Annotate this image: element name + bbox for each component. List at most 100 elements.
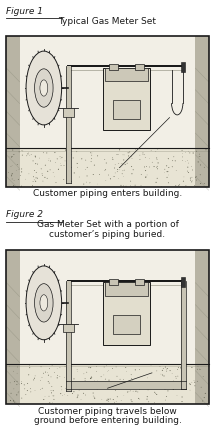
Bar: [181, 281, 186, 389]
Point: [92, 393, 96, 401]
Point: [64, 385, 68, 392]
Point: [106, 396, 110, 403]
Point: [40, 374, 44, 381]
Point: [163, 385, 167, 392]
Point: [55, 374, 59, 381]
Text: Figure 1: Figure 1: [6, 7, 43, 16]
Point: [102, 372, 106, 379]
Point: [161, 365, 165, 372]
Point: [148, 155, 151, 162]
Point: [131, 166, 135, 173]
Bar: [109, 279, 118, 285]
Point: [89, 149, 92, 157]
Point: [103, 167, 106, 174]
Point: [122, 392, 126, 399]
Point: [95, 368, 98, 375]
Point: [119, 182, 123, 189]
Point: [158, 379, 161, 386]
Point: [137, 395, 140, 402]
Point: [167, 155, 170, 162]
Point: [21, 147, 25, 154]
Point: [90, 379, 94, 386]
Point: [161, 372, 164, 379]
Point: [196, 363, 200, 370]
Point: [120, 160, 124, 167]
Bar: [109, 64, 118, 70]
Point: [179, 364, 182, 372]
Point: [111, 154, 114, 161]
Point: [203, 164, 206, 171]
Point: [36, 175, 39, 182]
Point: [164, 363, 167, 371]
Point: [63, 391, 66, 398]
Point: [195, 177, 198, 184]
Point: [154, 390, 157, 397]
Point: [12, 182, 15, 189]
Point: [124, 364, 127, 371]
Point: [76, 368, 80, 375]
Point: [199, 366, 202, 373]
Point: [104, 166, 107, 173]
Point: [167, 179, 170, 186]
Point: [116, 382, 119, 389]
Point: [190, 178, 193, 186]
Point: [27, 170, 31, 178]
Point: [121, 167, 125, 174]
Point: [20, 165, 23, 173]
Point: [156, 165, 159, 172]
Point: [114, 363, 118, 371]
Point: [191, 166, 194, 173]
Point: [67, 147, 70, 154]
Point: [168, 367, 172, 374]
Text: ground before entering building.: ground before entering building.: [34, 416, 181, 425]
Point: [9, 397, 12, 404]
Point: [48, 380, 51, 387]
Point: [138, 396, 141, 403]
Point: [79, 396, 83, 403]
Point: [47, 392, 51, 400]
Point: [34, 178, 37, 185]
Point: [31, 157, 35, 165]
Point: [130, 153, 133, 160]
Point: [130, 398, 134, 405]
Point: [179, 378, 183, 385]
Point: [24, 391, 28, 398]
Point: [112, 396, 115, 403]
Point: [153, 389, 157, 396]
Point: [75, 394, 79, 401]
Point: [46, 369, 49, 376]
Point: [195, 173, 198, 180]
Point: [40, 170, 44, 178]
Point: [134, 379, 137, 386]
Point: [89, 158, 93, 165]
Point: [174, 375, 178, 382]
Bar: [195, 250, 209, 404]
Point: [184, 149, 187, 156]
Point: [199, 180, 202, 187]
Point: [33, 375, 36, 382]
Point: [188, 387, 192, 394]
Point: [83, 378, 87, 385]
Circle shape: [35, 69, 53, 107]
Point: [27, 149, 31, 156]
Point: [130, 375, 133, 382]
Point: [104, 376, 107, 383]
Point: [20, 147, 23, 154]
Point: [65, 372, 69, 380]
Point: [20, 380, 23, 387]
Point: [162, 372, 166, 380]
Point: [71, 154, 75, 161]
Point: [16, 363, 19, 371]
Point: [70, 178, 73, 185]
Point: [53, 149, 57, 156]
Point: [75, 160, 79, 167]
Point: [184, 182, 188, 189]
Point: [69, 160, 72, 167]
Point: [122, 157, 126, 164]
Point: [34, 153, 37, 161]
Point: [139, 182, 143, 189]
Point: [13, 399, 16, 406]
Point: [155, 368, 158, 375]
Point: [143, 151, 146, 158]
Point: [156, 159, 160, 166]
